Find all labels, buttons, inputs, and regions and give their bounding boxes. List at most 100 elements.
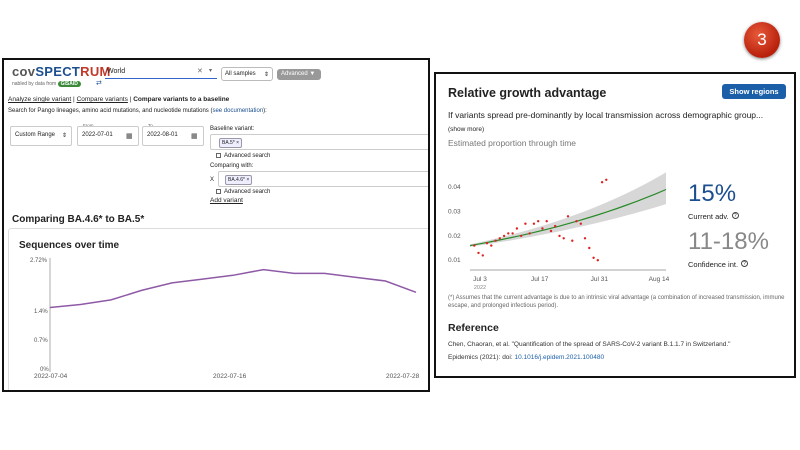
- nav-analyze-single[interactable]: Analyze single variant: [8, 96, 72, 103]
- info-icon[interactable]: ?: [741, 260, 749, 267]
- baseline-input[interactable]: BA.5* ×: [210, 134, 428, 150]
- fit-line: [469, 188, 667, 247]
- date-range-select[interactable]: Custom Range ⇕: [10, 126, 72, 146]
- data-point: [545, 220, 548, 223]
- data-point: [583, 237, 587, 240]
- clear-country-icon[interactable]: ✕: [197, 68, 203, 75]
- y-tick: 0.03: [448, 208, 461, 215]
- data-point: [494, 239, 497, 242]
- growth-description: If variants spread pre-dominantly by loc…: [448, 110, 764, 133]
- confidence-interval-value: 11-18%: [688, 228, 769, 255]
- assumption-footnote: (*) Assumes that the current advantage i…: [448, 295, 785, 309]
- reference-doi: Epidemics (2021): doi: 10.1016/j.epidem.…: [448, 354, 605, 361]
- sequences-title: Sequences over time: [19, 240, 120, 251]
- confidence-band: [470, 172, 666, 247]
- sequences-chart: [49, 258, 417, 372]
- current-advantage-label: Current adv.?: [688, 212, 739, 221]
- breadcrumb: Analyze single variant | Compare variant…: [8, 96, 230, 103]
- data-point: [605, 178, 608, 181]
- compare-input[interactable]: BA.4.6* ×: [218, 171, 428, 187]
- baseline-chip[interactable]: BA.5* ×: [219, 138, 243, 148]
- samples-select[interactable]: All samples ⇕: [221, 67, 273, 81]
- swap-icon[interactable]: ⇄: [96, 80, 102, 87]
- checkbox[interactable]: [216, 189, 221, 194]
- search-hint: Search for Pango lineages, amino acid mu…: [8, 108, 267, 114]
- data-point: [596, 259, 599, 262]
- data-point: [600, 181, 604, 184]
- x-tick: Aug 14: [649, 276, 670, 283]
- data-point: [579, 222, 582, 225]
- x-tick: 2022-07-16: [213, 373, 247, 380]
- comparing-heading: Comparing BA.4.6* to BA.5*: [12, 214, 145, 225]
- nav-compare-variants[interactable]: Compare variants: [76, 96, 128, 103]
- remove-compare-icon[interactable]: X: [210, 177, 215, 183]
- data-point: [490, 244, 493, 247]
- documentation-link[interactable]: see documentation: [212, 108, 264, 114]
- baseline-advanced-search[interactable]: Advanced search: [216, 153, 270, 159]
- data-point: [558, 234, 561, 238]
- x-tick-year: 2022: [474, 285, 486, 291]
- y-tick: 0.7%: [34, 338, 48, 344]
- data-point: [575, 220, 578, 223]
- select-arrow-icon: ⇕: [263, 72, 269, 78]
- data-point: [549, 229, 553, 233]
- show-more-link[interactable]: (show more): [448, 126, 485, 133]
- data-point: [507, 232, 510, 235]
- compare-advanced-search[interactable]: Advanced search: [216, 189, 270, 195]
- data-point: [485, 242, 489, 245]
- country-dropdown-icon[interactable]: ▾: [209, 68, 213, 74]
- info-icon[interactable]: ?: [731, 212, 739, 219]
- covspectrum-logo[interactable]: covSPECTRUM: [12, 64, 111, 79]
- y-tick: 0.02: [448, 233, 461, 240]
- nav-compare-baseline[interactable]: Compare variants to a baseline: [133, 96, 230, 103]
- data-point: [502, 234, 506, 238]
- covspectrum-panel: covSPECTRUM nabled by data from GISAID ⇄…: [2, 58, 430, 392]
- to-label: To: [148, 123, 153, 128]
- calendar-icon[interactable]: ▦: [126, 133, 133, 140]
- to-date-input[interactable]: 2022-08-01: [142, 126, 204, 146]
- growth-title: Relative growth advantage: [448, 86, 607, 100]
- data-point: [566, 215, 570, 218]
- filter-icon: ▼: [309, 71, 316, 77]
- gisaid-logo[interactable]: GISAID: [57, 81, 81, 87]
- sequences-card: [8, 228, 428, 390]
- growth-chart: 0.04 0.03 0.02 0.01 Jul 3 Jul 17 Jul 31 Aug 14 2…: [448, 172, 670, 291]
- compare-chip[interactable]: BA.4.6* ×: [225, 175, 253, 185]
- from-date-input[interactable]: 2022-07-01: [77, 126, 139, 146]
- checkbox[interactable]: [216, 153, 221, 158]
- y-tick: 2.72%: [30, 258, 48, 264]
- doi-link[interactable]: 10.1016/j.epidem.2021.100480: [514, 354, 605, 361]
- from-label: From: [83, 123, 94, 128]
- y-tick: 0%: [40, 367, 49, 373]
- data-point: [588, 246, 591, 250]
- add-variant-link[interactable]: Add variant: [210, 197, 243, 204]
- y-tick: 1.4%: [34, 309, 48, 315]
- data-source-note: nabled by data from GISAID: [12, 81, 81, 87]
- data-point: [498, 237, 501, 240]
- header: covSPECTRUM nabled by data from GISAID ⇄…: [4, 60, 428, 93]
- data-point: [571, 239, 574, 242]
- country-input[interactable]: World: [105, 65, 217, 79]
- y-tick: 0.01: [448, 257, 461, 264]
- baseline-label: Baseline variant:: [210, 126, 255, 132]
- estimated-proportion-label: Estimated proportion through time: [448, 138, 577, 148]
- confidence-interval-label: Confidence int.?: [688, 260, 749, 269]
- data-point: [473, 244, 476, 247]
- data-point: [481, 254, 484, 257]
- data-point: [519, 234, 523, 238]
- calendar-icon[interactable]: ▦: [191, 133, 198, 140]
- data-point: [477, 251, 480, 255]
- show-regions-button[interactable]: Show regions: [722, 84, 786, 99]
- data-point: [541, 227, 544, 230]
- sequences-line: [49, 268, 417, 309]
- x-tick: 2022-07-28: [386, 373, 420, 380]
- x-tick: Jul 3: [473, 276, 487, 283]
- data-point: [532, 222, 536, 225]
- data-point: [524, 222, 527, 225]
- y-tick: 0.04: [448, 184, 461, 191]
- reference-text: Chen, Chaoran, et al. "Quantification of…: [448, 341, 731, 348]
- data-point: [562, 237, 565, 240]
- data-point: [511, 232, 514, 235]
- advanced-filter-button[interactable]: Advanced ▼: [277, 69, 321, 80]
- data-point: [515, 227, 519, 230]
